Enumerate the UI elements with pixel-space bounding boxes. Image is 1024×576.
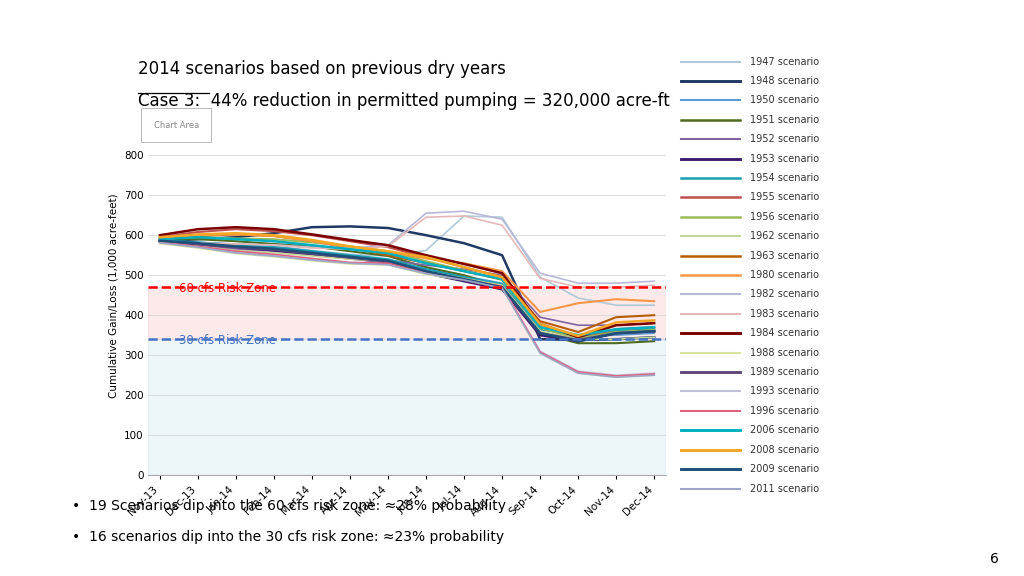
Text: 1952 scenario: 1952 scenario	[750, 134, 819, 144]
Text: 6: 6	[989, 552, 998, 566]
Text: •  16 scenarios dip into the 30 cfs risk zone: ≈23% probability: • 16 scenarios dip into the 30 cfs risk …	[72, 530, 504, 544]
Text: 2011 scenario: 2011 scenario	[750, 483, 819, 494]
Text: Case 3:  44% reduction in permitted pumping = 320,000 acre-ft: Case 3: 44% reduction in permitted pumpi…	[138, 92, 670, 110]
Text: 1988 scenario: 1988 scenario	[750, 348, 819, 358]
Text: 1948 scenario: 1948 scenario	[750, 76, 819, 86]
Text: 1982 scenario: 1982 scenario	[750, 290, 819, 300]
Text: 1954 scenario: 1954 scenario	[750, 173, 819, 183]
Text: 2006 scenario: 2006 scenario	[750, 425, 819, 435]
Text: 2009 scenario: 2009 scenario	[750, 464, 819, 474]
Text: 2008 scenario: 2008 scenario	[750, 445, 819, 454]
Text: 1993 scenario: 1993 scenario	[750, 386, 819, 396]
Text: 60 cfs Risk Zone: 60 cfs Risk Zone	[179, 282, 276, 295]
Text: 1950 scenario: 1950 scenario	[750, 96, 819, 105]
Text: 1963 scenario: 1963 scenario	[750, 251, 819, 260]
Bar	[148, 339, 666, 475]
Text: 1947 scenario: 1947 scenario	[750, 56, 819, 67]
Text: 1956 scenario: 1956 scenario	[750, 212, 819, 222]
Text: 2014 scenarios based on previous dry years: 2014 scenarios based on previous dry yea…	[138, 60, 506, 78]
Text: 30 cfs Risk Zone: 30 cfs Risk Zone	[179, 334, 275, 347]
Text: •  19 Scenarios dip into the 60 cfs risk zone: ≈28% probability: • 19 Scenarios dip into the 60 cfs risk …	[72, 499, 506, 513]
Y-axis label: Cumulative Gain/Loss (1,000 acre-feet): Cumulative Gain/Loss (1,000 acre-feet)	[109, 193, 119, 397]
Bar	[148, 287, 666, 339]
Text: Chart Area: Chart Area	[154, 120, 199, 130]
Text: 1984 scenario: 1984 scenario	[750, 328, 819, 338]
Text: 1989 scenario: 1989 scenario	[750, 367, 819, 377]
Text: 1951 scenario: 1951 scenario	[750, 115, 819, 125]
Text: 1983 scenario: 1983 scenario	[750, 309, 819, 319]
Text: 1996 scenario: 1996 scenario	[750, 406, 819, 416]
Text: 1953 scenario: 1953 scenario	[750, 154, 819, 164]
Text: 1962 scenario: 1962 scenario	[750, 231, 819, 241]
Text: 1980 scenario: 1980 scenario	[750, 270, 819, 280]
Text: 1955 scenario: 1955 scenario	[750, 192, 819, 202]
